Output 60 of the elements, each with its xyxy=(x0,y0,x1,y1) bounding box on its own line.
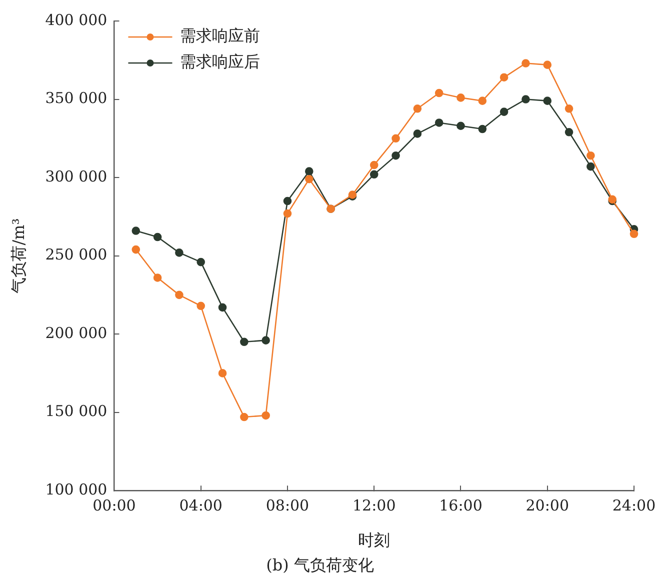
point xyxy=(153,232,162,242)
y-tick-label: 400 000 xyxy=(45,10,108,29)
point xyxy=(240,338,248,346)
point xyxy=(543,60,552,69)
point xyxy=(434,88,444,98)
point xyxy=(196,258,206,266)
point xyxy=(478,96,487,105)
y-tick-label: 200 000 xyxy=(45,324,108,342)
x-tick-label: 04:00 xyxy=(179,496,222,514)
x-tick-label: 16:00 xyxy=(439,496,482,514)
y-tick-label: 100 000 xyxy=(45,480,108,498)
point xyxy=(413,130,422,138)
point xyxy=(456,122,465,130)
point xyxy=(218,369,227,378)
point xyxy=(522,59,530,68)
point xyxy=(175,290,184,300)
point xyxy=(132,245,140,254)
x-tick-label: 08:00 xyxy=(266,496,310,514)
point xyxy=(586,162,595,171)
point xyxy=(500,108,508,116)
y-tick-label: 150 000 xyxy=(45,402,108,420)
point xyxy=(456,94,465,102)
point xyxy=(478,124,487,134)
legend-label: 需求响应后 xyxy=(180,52,260,72)
point xyxy=(500,73,508,82)
legend-label: 需求响应前 xyxy=(180,26,260,46)
point xyxy=(370,170,378,179)
y-tick-label: 300 000 xyxy=(45,167,108,186)
point xyxy=(392,151,400,160)
point xyxy=(262,336,270,344)
point xyxy=(564,104,574,113)
y-tick-label: 250 000 xyxy=(45,246,108,264)
point xyxy=(304,167,314,176)
x-tick-label: 00:00 xyxy=(92,496,136,514)
x-tick-label: 20:00 xyxy=(526,496,569,514)
point xyxy=(283,196,292,206)
point xyxy=(586,151,595,160)
point xyxy=(153,274,162,282)
point xyxy=(196,302,206,310)
point xyxy=(564,128,574,136)
x-axis-title: 时刻 xyxy=(358,530,390,550)
x-tick-label: 12:00 xyxy=(352,496,396,514)
point xyxy=(543,96,552,105)
point xyxy=(132,226,140,235)
point xyxy=(240,412,248,422)
point xyxy=(522,95,530,104)
y-axis-title: 气负荷/m³ xyxy=(8,218,28,294)
point xyxy=(630,230,638,238)
point xyxy=(392,134,400,143)
point xyxy=(434,118,444,127)
y-tick-label: 350 000 xyxy=(45,89,108,108)
text: (b) 气负荷变化 xyxy=(266,556,374,575)
point xyxy=(370,160,378,170)
point xyxy=(218,303,227,312)
x-tick-label: 24:00 xyxy=(612,496,656,514)
point xyxy=(304,174,314,184)
point xyxy=(283,209,292,218)
point xyxy=(413,104,422,113)
point xyxy=(262,411,270,420)
point xyxy=(175,248,184,257)
